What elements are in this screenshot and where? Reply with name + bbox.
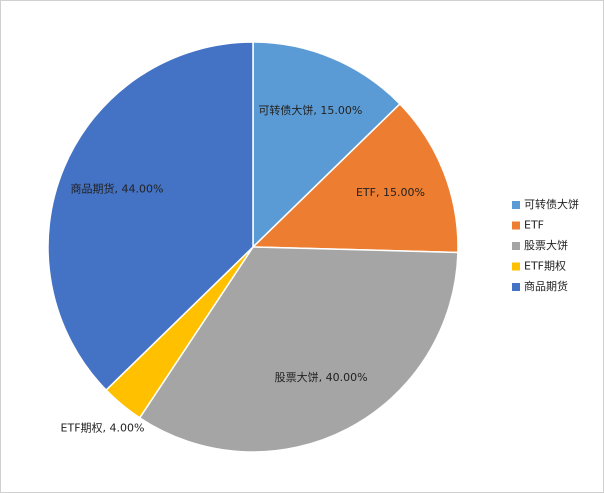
legend-swatch <box>512 242 520 250</box>
legend-label: ETF <box>524 219 544 232</box>
data-label-separator: , <box>313 104 320 117</box>
legend-swatch <box>512 262 520 271</box>
legend-label: 股票大饼 <box>524 238 568 252</box>
legend-label: 商品期货 <box>524 279 568 293</box>
data-label-category: 商品期货 <box>71 182 115 196</box>
legend-swatch <box>512 201 520 209</box>
pie-slice <box>251 102 459 254</box>
data-label-value: 15.00% <box>383 186 425 199</box>
data-label-separator: , <box>115 183 122 196</box>
data-label-separator: , <box>376 186 383 199</box>
legend-label: 可转债大饼 <box>524 197 579 211</box>
data-label: ETF期权, 4.00% <box>61 421 145 434</box>
data-label-value: 40.00% <box>326 371 368 384</box>
legend-swatch <box>512 283 520 291</box>
pie-slice <box>47 41 254 392</box>
data-label-category: ETF期权 <box>61 421 103 434</box>
data-label-category: 可转债大饼 <box>258 103 313 117</box>
pie-slice <box>252 41 401 249</box>
data-label: 股票大饼, 40.00% <box>275 370 368 384</box>
data-label: ETF, 15.00% <box>356 186 425 199</box>
data-label-separator: , <box>103 421 110 434</box>
data-label-value: 15.00% <box>320 104 362 117</box>
data-label: 商品期货, 44.00% <box>71 182 164 196</box>
data-label-value: 4.00% <box>110 421 145 434</box>
data-label-category: ETF <box>356 186 376 199</box>
legend-label: ETF期权 <box>524 260 566 273</box>
data-label-value: 44.00% <box>122 183 164 196</box>
data-label-separator: , <box>319 371 326 384</box>
data-label-category: 股票大饼 <box>275 370 319 384</box>
legend-swatch <box>512 221 520 230</box>
data-label: 可转债大饼, 15.00% <box>258 103 362 117</box>
